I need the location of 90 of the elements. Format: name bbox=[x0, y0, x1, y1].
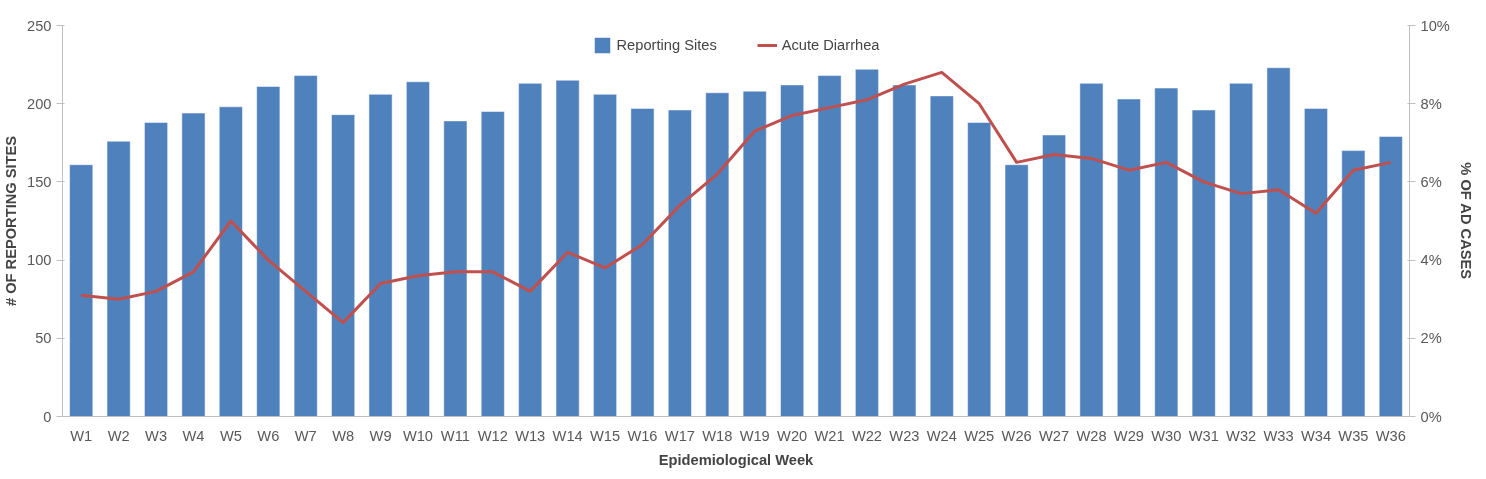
x-tick-label: W12 bbox=[477, 427, 508, 444]
x-tick-label: W16 bbox=[627, 427, 658, 444]
x-tick-label: W31 bbox=[1188, 427, 1219, 444]
x-tick-label: W24 bbox=[926, 427, 957, 444]
bar bbox=[892, 84, 917, 417]
x-tick-label: W17 bbox=[664, 427, 695, 444]
x-tick-label: W19 bbox=[739, 427, 770, 444]
legend-label: Acute Diarrhea bbox=[781, 37, 880, 53]
bar bbox=[406, 81, 430, 417]
bar bbox=[929, 95, 954, 417]
y2-axis-title: % OF AD CASES bbox=[1457, 162, 1474, 280]
bar bbox=[1079, 83, 1104, 417]
y-tick-label: 200 bbox=[27, 95, 52, 112]
bar bbox=[144, 122, 168, 417]
bar bbox=[1341, 150, 1366, 417]
x-tick-label: W4 bbox=[182, 427, 205, 444]
bar bbox=[967, 122, 992, 417]
bar bbox=[181, 112, 206, 417]
x-tick-label: W20 bbox=[777, 427, 808, 444]
bar bbox=[1042, 134, 1066, 417]
bar bbox=[855, 69, 879, 417]
bar bbox=[742, 90, 767, 417]
x-tick-label: W34 bbox=[1300, 427, 1332, 444]
line-series bbox=[79, 70, 1393, 325]
bar bbox=[1229, 83, 1253, 417]
y-tick-label: 250 bbox=[27, 17, 52, 34]
bar bbox=[219, 106, 243, 417]
x-tick-label: W7 bbox=[294, 427, 317, 444]
y-tick-label: 50 bbox=[35, 330, 52, 347]
y-tick-label: 0 bbox=[43, 408, 52, 425]
x-tick-label: W18 bbox=[702, 427, 733, 444]
bar bbox=[705, 92, 730, 417]
x-tick-label: W5 bbox=[219, 427, 242, 444]
x-tick-label: W26 bbox=[1001, 427, 1032, 444]
bar bbox=[331, 114, 355, 417]
bar bbox=[668, 109, 692, 417]
x-tick-label: W23 bbox=[889, 427, 920, 444]
x-tick-label: W11 bbox=[440, 427, 470, 444]
x-tick-label: W2 bbox=[107, 427, 130, 444]
bar bbox=[480, 111, 505, 417]
bar bbox=[518, 83, 543, 417]
x-tick-label: W28 bbox=[1076, 427, 1107, 444]
x-tick-label: W22 bbox=[851, 427, 883, 444]
y2-tick-label: 6% bbox=[1420, 173, 1442, 190]
x-tick-label: W27 bbox=[1038, 427, 1070, 444]
y-tick-label: 100 bbox=[27, 252, 52, 269]
x-tick-label: W8 bbox=[332, 427, 355, 444]
bar bbox=[69, 164, 94, 417]
bar bbox=[368, 94, 393, 417]
x-tick-label: W25 bbox=[964, 427, 995, 444]
y2-tick-label: 0% bbox=[1420, 408, 1442, 425]
bar bbox=[1117, 98, 1141, 417]
x-tick-label: W33 bbox=[1263, 427, 1294, 444]
x-tick-label: W32 bbox=[1226, 427, 1257, 444]
x-axis-title: Epidemiological Week bbox=[658, 451, 815, 468]
x-tick-label: W13 bbox=[515, 427, 546, 444]
y2-tick-label: 4% bbox=[1420, 252, 1442, 269]
bar bbox=[1378, 136, 1403, 417]
x-tick-label: W1 bbox=[70, 427, 93, 444]
x-tick-label: W30 bbox=[1151, 427, 1182, 444]
x-tick-label: W10 bbox=[402, 427, 434, 444]
x-tick-label: W21 bbox=[814, 427, 845, 444]
x-tick-label: W36 bbox=[1375, 427, 1406, 444]
y2-tick-label: 2% bbox=[1420, 330, 1442, 347]
y-axis-title: # OF REPORTING SITES bbox=[3, 135, 20, 307]
y2-tick-label: 10% bbox=[1420, 17, 1450, 34]
x-tick-label: W6 bbox=[257, 427, 280, 444]
bar bbox=[1191, 109, 1216, 417]
bar bbox=[780, 84, 804, 417]
y2-tick-label: 8% bbox=[1420, 95, 1442, 112]
bar bbox=[256, 86, 281, 417]
bar bbox=[1304, 108, 1328, 417]
bar bbox=[443, 120, 468, 417]
bar bbox=[1266, 67, 1291, 417]
x-tick-label: W3 bbox=[145, 427, 168, 444]
bar bbox=[293, 75, 318, 417]
legend-label: Reporting Sites bbox=[616, 37, 717, 53]
x-tick-label: W35 bbox=[1338, 427, 1369, 444]
y-tick-label: 150 bbox=[27, 173, 52, 190]
x-tick-label: W14 bbox=[552, 427, 583, 444]
x-tick-label: W15 bbox=[589, 427, 621, 444]
bar bbox=[106, 140, 131, 417]
bar bbox=[555, 79, 580, 417]
bar bbox=[1154, 87, 1179, 417]
bar bbox=[817, 75, 842, 417]
bar bbox=[593, 94, 617, 417]
x-tick-label: W29 bbox=[1113, 427, 1144, 444]
bar bbox=[1004, 164, 1029, 417]
x-tick-label: W9 bbox=[369, 427, 392, 444]
bar bbox=[630, 108, 655, 417]
